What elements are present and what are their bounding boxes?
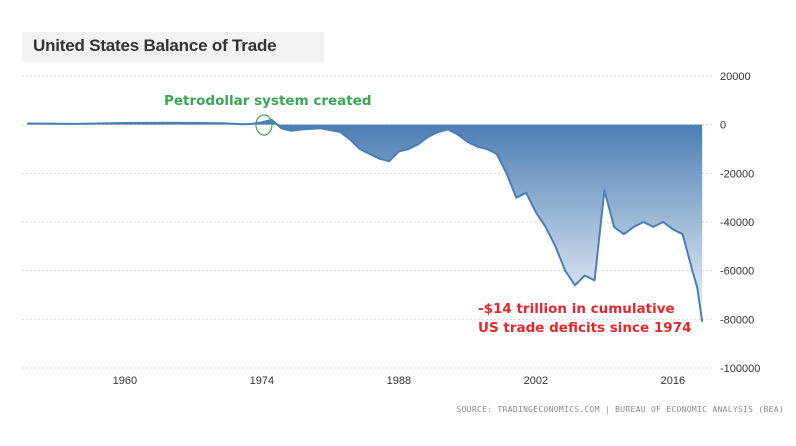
source-note: SOURCE: TRADINGECONOMICS.COM | BUREAU OF… [456, 405, 784, 414]
series-line [26, 118, 704, 322]
x-tick-label: 1960 [113, 375, 137, 387]
y-tick-label: -20000 [720, 168, 754, 180]
y-axis-ticks: 20000 0 -20000 -40000 -60000 -80000 -100000 [720, 71, 760, 375]
deficit-annotation: -$14 trillion in cumulative US trade def… [478, 300, 691, 338]
y-tick-label: 20000 [720, 71, 751, 83]
petrodollar-annotation: Petrodollar system created [164, 93, 372, 109]
y-tick-label: -60000 [720, 266, 754, 278]
x-axis-ticks: 1960 1974 1988 2002 2016 [113, 375, 685, 387]
y-tick-label: 0 [720, 120, 726, 132]
petrodollar-marker-circle [255, 114, 273, 136]
x-tick-label: 2002 [524, 375, 548, 387]
area-layer [26, 118, 704, 322]
deficit-annotation-line1: -$14 trillion in cumulative [478, 301, 675, 317]
chart-title: United States Balance of Trade [33, 36, 277, 55]
deficit-annotation-line2: US trade deficits since 1974 [478, 320, 692, 336]
x-tick-label: 1988 [387, 375, 411, 387]
y-tick-label: -100000 [720, 363, 760, 375]
series-area [27, 119, 703, 322]
x-tick-label: 2016 [661, 375, 685, 387]
title-background [22, 32, 324, 62]
x-tick-label: 1974 [250, 375, 274, 387]
y-tick-label: -40000 [720, 217, 754, 229]
y-tick-label: -80000 [720, 314, 754, 326]
